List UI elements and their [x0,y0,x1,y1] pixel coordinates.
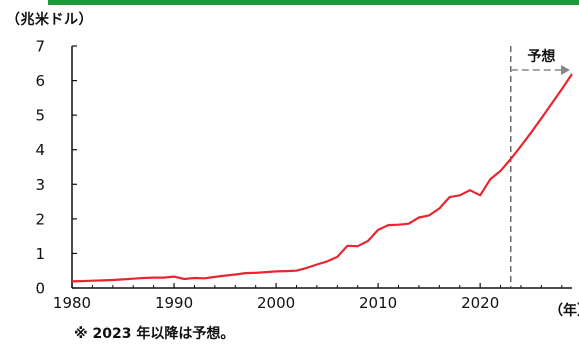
x-tick-label: 2000 [257,294,295,312]
x-tick-label: 1990 [155,294,193,312]
forecast-arrow-head [561,65,570,75]
forecast-note: ※ 2023 年以降は予想。 [74,326,235,342]
gdp-series-line [71,73,573,283]
x-tick-label: 2020 [461,294,499,312]
forecast-label: 予想 [527,48,555,65]
y-tick-label: 2 [35,210,45,228]
y-tick-label: 7 [35,38,45,56]
y-axis-unit-label: （兆米ドル） [6,12,93,28]
y-tick-label: 0 [35,280,45,298]
x-tick-label: 2010 [359,294,397,312]
y-tick-label: 6 [35,72,45,90]
y-tick-label: 4 [35,141,45,159]
y-tick-label: 5 [35,107,45,125]
x-tick-label: 1980 [53,294,91,312]
x-axis-unit-label: （年） [549,303,579,319]
y-tick-label: 1 [35,245,45,263]
y-tick-label: 3 [35,176,45,194]
header-accent-bar [48,0,579,5]
